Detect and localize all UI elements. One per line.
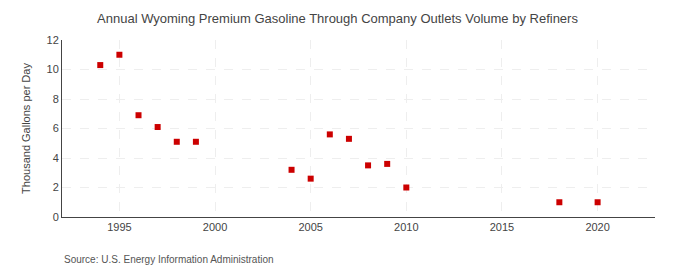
svg-text:12: 12 bbox=[47, 34, 59, 46]
svg-text:2015: 2015 bbox=[490, 221, 514, 233]
svg-text:10: 10 bbox=[47, 63, 59, 75]
svg-text:8: 8 bbox=[53, 93, 59, 105]
svg-text:4: 4 bbox=[53, 152, 59, 164]
svg-text:2: 2 bbox=[53, 181, 59, 193]
svg-text:2020: 2020 bbox=[585, 221, 609, 233]
svg-text:2005: 2005 bbox=[298, 221, 322, 233]
svg-text:Annual Wyoming Premium Gasolin: Annual Wyoming Premium Gasoline Through … bbox=[97, 11, 578, 26]
svg-text:Thousand Gallons per Day: Thousand Gallons per Day bbox=[20, 63, 32, 194]
svg-text:0: 0 bbox=[53, 211, 59, 223]
svg-text:2010: 2010 bbox=[394, 221, 418, 233]
svg-text:2000: 2000 bbox=[203, 221, 227, 233]
svg-text:1995: 1995 bbox=[107, 221, 131, 233]
svg-text:6: 6 bbox=[53, 122, 59, 134]
svg-text:Source: U.S. Energy Informatio: Source: U.S. Energy Information Administ… bbox=[64, 254, 274, 265]
